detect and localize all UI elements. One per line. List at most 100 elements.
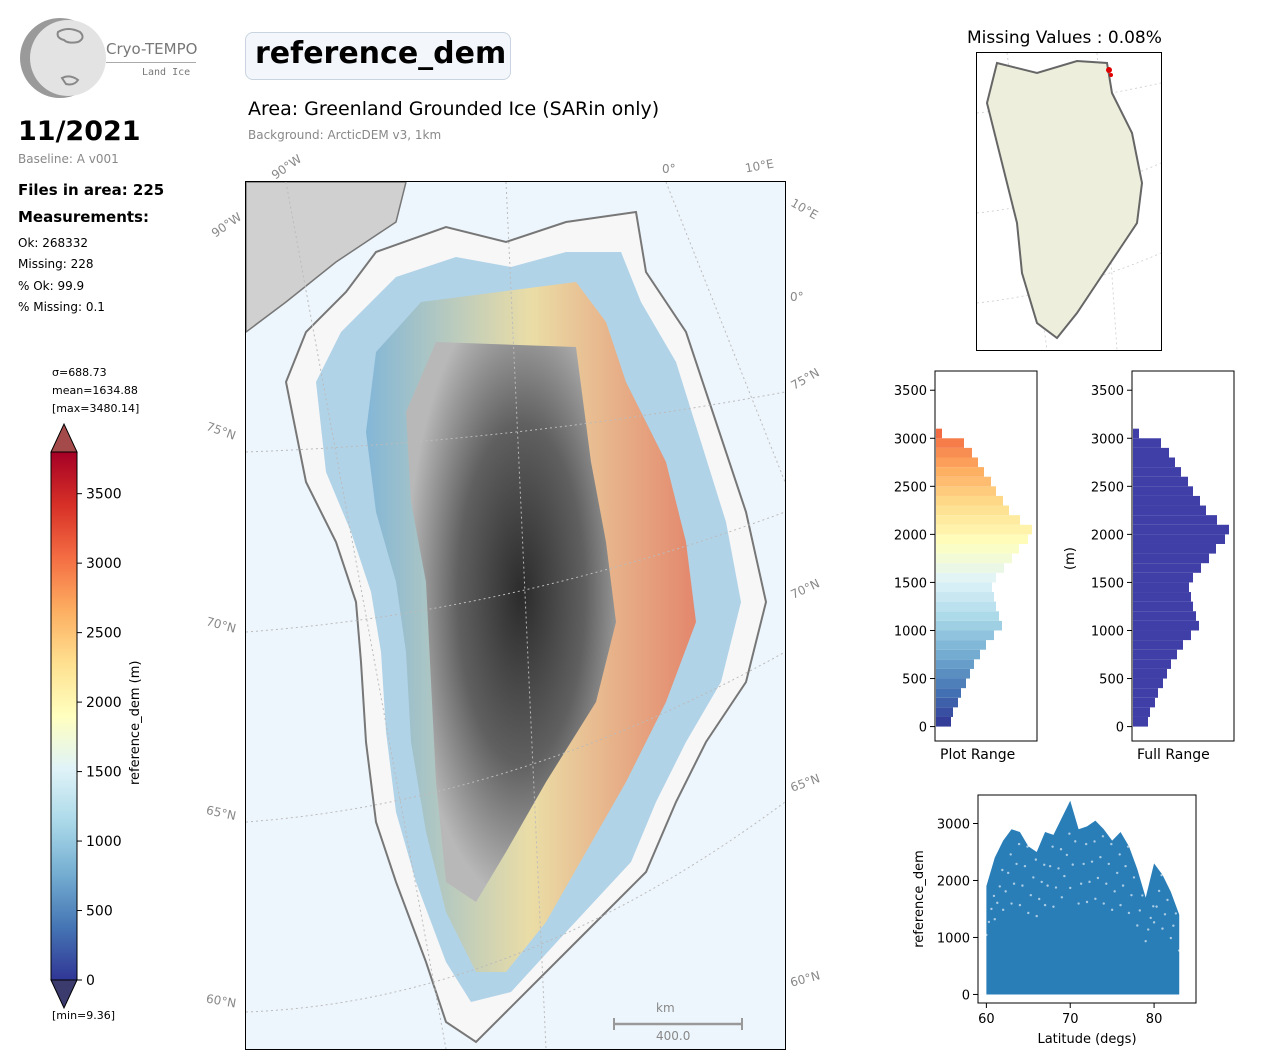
histogram-plot-range: 0 500 1000 1500 2000 2500 3000 3500 bbox=[894, 370, 1038, 742]
scatter-point bbox=[1177, 899, 1180, 903]
scatter-point bbox=[996, 901, 999, 905]
histogram-bar bbox=[936, 476, 991, 487]
histogram-bar bbox=[1133, 467, 1181, 477]
graticule bbox=[246, 182, 785, 1049]
histogram-bar bbox=[936, 438, 964, 448]
scatter-point bbox=[1172, 924, 1175, 927]
colorbar-label: reference_dem (m) bbox=[128, 660, 143, 785]
histogram-bar bbox=[1133, 659, 1171, 669]
scatter-point bbox=[1001, 868, 1004, 872]
cryo-tempo-logo: Cryo-TEMPO Land Ice bbox=[18, 16, 198, 100]
histogram-bar bbox=[936, 495, 1003, 506]
scatter-point bbox=[992, 894, 996, 898]
scatter-point bbox=[1032, 876, 1035, 879]
histogram-tick-label: 3000 bbox=[1091, 432, 1124, 447]
scatter-point bbox=[1001, 908, 1005, 912]
scatter-point bbox=[1105, 882, 1108, 885]
histogram-tick-label: 2000 bbox=[1091, 528, 1124, 543]
lon-label-10e-top: 10°E bbox=[744, 156, 775, 176]
scatter-point bbox=[1057, 867, 1060, 870]
lat-label-75n-left: 75°N bbox=[204, 419, 238, 443]
scatter-point bbox=[1136, 924, 1139, 927]
histogram-tick-label: 1000 bbox=[1091, 624, 1124, 639]
date-title: 11/2021 bbox=[18, 116, 141, 147]
globe-logo-icon bbox=[20, 18, 106, 98]
histogram-bar bbox=[1133, 515, 1217, 525]
scatter-point bbox=[1118, 853, 1121, 856]
colorbar: 0 500 1000 1500 2000 2500 3000 3500 bbox=[50, 422, 122, 1010]
scatter-point bbox=[1052, 905, 1055, 908]
measurement-pct-missing: % Missing: 0.1 bbox=[18, 300, 105, 314]
histogram-tick-label: 2500 bbox=[1091, 480, 1124, 495]
histogram-tick-label: 500 bbox=[1099, 673, 1124, 688]
scatter-point bbox=[1012, 882, 1016, 885]
histogram-bar bbox=[936, 659, 974, 669]
scatter-point bbox=[1094, 897, 1097, 901]
scatter-point bbox=[1074, 840, 1077, 843]
histogram-tick-label: 3000 bbox=[894, 432, 927, 447]
colorbar-tick-label: 3000 bbox=[86, 556, 122, 572]
scatter-point bbox=[1051, 845, 1054, 848]
scatter-point bbox=[1043, 903, 1047, 907]
histogram-bar bbox=[1133, 505, 1206, 516]
scatter-xtick-label: 70 bbox=[1062, 1012, 1079, 1027]
scatter-point bbox=[1009, 853, 1012, 856]
scatter-point bbox=[1102, 902, 1105, 905]
measurement-pct-ok: % Ok: 99.9 bbox=[18, 279, 85, 293]
scatter-xtick-label: 60 bbox=[978, 1012, 995, 1027]
scatter-point bbox=[1147, 928, 1150, 931]
scatter-point bbox=[1076, 816, 1079, 820]
histogram-bar bbox=[1133, 630, 1191, 641]
greenland-map: km 400.0 bbox=[245, 181, 786, 1050]
histogram-bar bbox=[936, 543, 1019, 554]
histogram-bar bbox=[1133, 611, 1196, 621]
scatter-point bbox=[1096, 876, 1100, 880]
scatter-point bbox=[1119, 903, 1122, 907]
scatter-point-cloud bbox=[986, 800, 1180, 995]
scalebar-value: 400.0 bbox=[656, 1029, 691, 1043]
scatter-point bbox=[1069, 886, 1072, 890]
scatter-ytick-label: 1000 bbox=[937, 931, 970, 946]
scatter-point bbox=[1035, 914, 1038, 918]
lat-label-75n-right: 75°N bbox=[788, 365, 822, 393]
scatter-point bbox=[1084, 842, 1088, 846]
variable-title-box bbox=[245, 32, 511, 80]
variable-title: reference_dem bbox=[255, 36, 507, 71]
lat-label-60n-right: 60°N bbox=[788, 968, 822, 990]
scatter-point bbox=[1071, 863, 1074, 866]
histogram-bar bbox=[1133, 640, 1183, 650]
colorbar-sigma: σ=688.73 bbox=[52, 366, 107, 379]
histogram-bar bbox=[1133, 678, 1163, 689]
histogram-bar bbox=[1133, 668, 1167, 679]
histogram-bar bbox=[936, 524, 1032, 535]
scatter-ytick-label: 0 bbox=[962, 988, 970, 1003]
scatter-point bbox=[1017, 842, 1021, 846]
histogram-bar bbox=[936, 688, 961, 698]
histogram-bar bbox=[1133, 457, 1175, 468]
histogram-tick-label: 1500 bbox=[1091, 576, 1124, 591]
histogram-bar bbox=[1133, 688, 1158, 698]
scatter-point bbox=[1060, 896, 1064, 899]
logo-divider bbox=[106, 62, 196, 63]
missing-map-greenland bbox=[985, 59, 1144, 340]
scatter-point bbox=[1034, 858, 1038, 861]
colorbar-tick-label: 0 bbox=[86, 973, 95, 989]
scatter-point bbox=[998, 885, 1001, 888]
scatter-point bbox=[1027, 911, 1030, 915]
histogram-right-ylabel: (m) bbox=[1063, 547, 1078, 570]
lon-label-90w-top: 90°W bbox=[268, 151, 305, 183]
histogram-bar bbox=[936, 668, 970, 679]
histogram-bar bbox=[1133, 601, 1193, 612]
scatter-point bbox=[1021, 884, 1024, 887]
colorbar-tick-label: 1000 bbox=[86, 834, 122, 850]
lat-label-70n-right: 70°N bbox=[788, 576, 822, 602]
colorbar-mean: mean=1634.88 bbox=[52, 384, 138, 397]
lon-label-0-right: 0° bbox=[790, 290, 804, 304]
scatter-point bbox=[1132, 876, 1136, 879]
histogram-bar bbox=[936, 447, 972, 458]
histogram-bar bbox=[936, 563, 1004, 573]
scatter-point bbox=[1130, 893, 1133, 897]
scatter-point bbox=[1079, 882, 1083, 885]
missing-values-title: Missing Values : 0.08% bbox=[967, 28, 1162, 48]
scatter-point bbox=[1093, 840, 1096, 843]
